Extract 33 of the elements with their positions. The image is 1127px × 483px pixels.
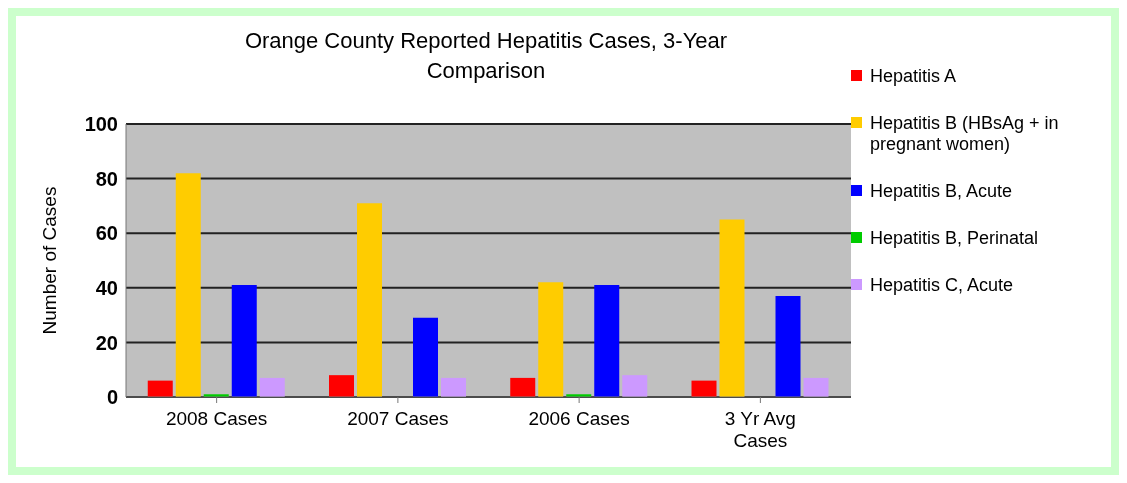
bar	[413, 317, 438, 397]
bar	[622, 375, 648, 397]
bar	[719, 219, 745, 397]
bar	[357, 203, 382, 397]
bar	[538, 282, 564, 397]
x-tick-label: 2006 Cases	[528, 408, 630, 429]
bar	[259, 377, 285, 397]
y-tick-label: 60	[95, 222, 118, 245]
bar	[175, 173, 201, 397]
legend-label: Hepatitis B, Perinatal	[870, 228, 1039, 249]
bar	[441, 377, 466, 397]
y-tick-label: 100	[84, 113, 118, 136]
y-axis-title: Number of Cases	[38, 186, 60, 335]
chart-title: Orange County Reported Hepatitis Cases, 3-Year Comparison	[243, 27, 729, 85]
legend-label: Hepatitis A	[870, 66, 957, 87]
bar	[775, 295, 801, 397]
bar	[594, 285, 620, 397]
bar	[691, 380, 717, 397]
y-tick-label: 40	[95, 276, 118, 299]
x-tick-label: 2007 Cases	[347, 408, 449, 429]
bar	[329, 375, 354, 397]
x-tick-label: 3 Yr Avg Cases	[724, 408, 796, 451]
bar	[803, 377, 829, 397]
legend-label: Hepatitis B (HBsAg + in pregnant women)	[870, 113, 1060, 155]
bar	[231, 285, 257, 397]
y-tick-label: 20	[95, 331, 118, 354]
y-tick-label: 80	[95, 167, 118, 190]
legend-label: Hepatitis B, Acute	[870, 181, 1013, 202]
x-tick-label: 2008 Cases	[165, 408, 268, 429]
y-tick-label: 0	[106, 386, 118, 409]
legend-label: Hepatitis C, Acute	[870, 275, 1014, 296]
bar	[147, 380, 173, 397]
bar	[510, 377, 536, 397]
